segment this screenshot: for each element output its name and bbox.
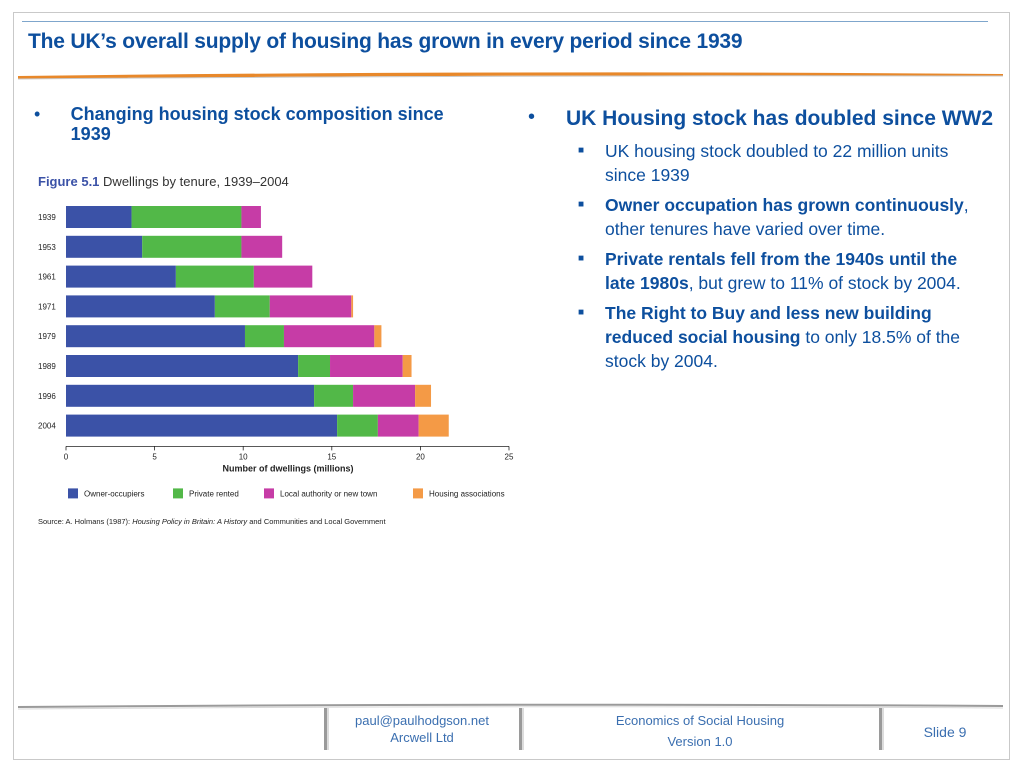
- bar-segment: [374, 325, 382, 348]
- bar-segment: [66, 325, 245, 348]
- square-bullet-icon: ■: [578, 307, 585, 318]
- x-tick-label: 5: [152, 452, 157, 461]
- left-bullet-text: Changing housing stock composition since…: [70, 104, 444, 144]
- bar-segment: [66, 235, 143, 258]
- legend-swatch: [68, 488, 78, 499]
- title-underline-swoosh: [18, 72, 1003, 80]
- legend-label: Private rented: [189, 489, 239, 498]
- footer-slide-number: Slide 9: [923, 724, 967, 740]
- sub-bullet: ■ The Right to Buy and less new building…: [528, 301, 998, 373]
- source-prefix: Source: A. Holmans (1987):: [38, 517, 132, 526]
- footer-version: Version 1.0: [667, 734, 733, 749]
- svg-text:Figure 5.1 Dwellings: Figure 5.1 Dwellings by tenure, 1939–200…: [38, 174, 289, 189]
- bar-segment: [241, 235, 283, 258]
- bar-segment: [175, 265, 254, 288]
- bar-segment: [402, 355, 412, 377]
- x-tick-label: 0: [64, 452, 69, 461]
- footer-separator: [519, 708, 522, 750]
- bar-segment: [66, 355, 299, 377]
- category-label: 1971: [38, 302, 56, 311]
- chart-source: Source: A. Holmans (1987): Housing Polic…: [38, 517, 386, 526]
- x-axis-label: Number of dwellings (millions): [222, 463, 353, 473]
- figure-label: Figure 5.1: [38, 174, 99, 189]
- bar-segment: [66, 414, 338, 437]
- bar-segment: [353, 384, 416, 407]
- sub-bullet: ■ Owner occupation has grown continuousl…: [528, 193, 998, 241]
- sub-bullet-text: Owner occupation has grown continuously,…: [605, 195, 969, 239]
- footer-course-title: Economics of Social Housing: [615, 713, 785, 728]
- bar-segment: [66, 384, 315, 407]
- square-bullet-icon: ■: [578, 199, 585, 210]
- dwellings-by-tenure-chart: Figure 5.1 Dwellings by tenure, 1939–200…: [38, 174, 514, 526]
- bar-segment: [337, 414, 378, 437]
- category-label: 1939: [38, 213, 56, 222]
- category-label: 1961: [38, 273, 56, 282]
- footer-swoosh: [18, 703, 1003, 710]
- bar-segment: [314, 384, 354, 407]
- bullet-dot: •: [528, 106, 536, 128]
- legend-swatch: [264, 488, 274, 499]
- right-bullet: • UK Housing stock has doubled since WW2: [528, 106, 998, 131]
- legend-swatch: [413, 488, 423, 499]
- right-heading: UK Housing stock has doubled since WW2: [566, 107, 994, 130]
- sub-bullet-list: ■ UK housing stock doubled to 22 million…: [528, 139, 998, 373]
- bar-segment: [283, 325, 375, 348]
- footer-contact: paul@paulhodgson.net Arcwell Ltd: [332, 712, 512, 746]
- square-bullet-icon: ■: [578, 145, 585, 156]
- footer-separator: [879, 708, 882, 750]
- footer-separator: [324, 708, 327, 750]
- x-tick-label: 10: [239, 452, 248, 461]
- slide-title: The UK’s overall supply of housing has g…: [28, 30, 743, 53]
- bar-segment: [418, 414, 449, 437]
- category-label: 1989: [38, 362, 56, 371]
- right-column: • UK Housing stock has doubled since WW2…: [528, 106, 998, 379]
- category-label: 1996: [38, 392, 56, 401]
- slide-frame: [13, 12, 1010, 760]
- legend-label: Owner-occupiers: [84, 489, 144, 498]
- bar-segment: [269, 295, 352, 318]
- square-bullet-icon: ■: [578, 253, 585, 264]
- chart-title: Dwellings by tenure, 1939–2004: [103, 174, 289, 189]
- bar-segment: [214, 295, 270, 318]
- sub-bullet-text: Private rentals fell from the 1940s unti…: [605, 249, 961, 293]
- sub-bullet: ■ Private rentals fell from the 1940s un…: [528, 247, 998, 295]
- top-rule: [22, 21, 988, 22]
- x-tick-label: 25: [505, 452, 514, 461]
- legend-label: Local authority or new town: [280, 489, 377, 498]
- bar-segment: [66, 206, 132, 228]
- bar-segment: [415, 384, 432, 407]
- bar-segment: [142, 235, 242, 258]
- sub-bullet-text: The Right to Buy and less new building r…: [605, 303, 961, 371]
- x-tick-label: 15: [327, 452, 336, 461]
- bar-segment: [66, 295, 215, 318]
- sub-bullet-text: UK housing stock doubled to 22 million u…: [605, 141, 949, 185]
- left-bullet: • Changing housing stock composition sin…: [34, 104, 454, 144]
- category-label: 2004: [38, 422, 56, 431]
- source-suffix: and Communities and Local Government: [249, 517, 386, 526]
- bar-segment: [253, 265, 313, 288]
- sub-bullet: ■ UK housing stock doubled to 22 million…: [528, 139, 998, 187]
- legend-label: Housing associations: [429, 489, 505, 498]
- bar-segment: [298, 355, 331, 377]
- category-label: 1979: [38, 332, 56, 341]
- bar-segment: [66, 265, 176, 288]
- x-tick-label: 20: [416, 452, 425, 461]
- bar-segment: [241, 206, 261, 228]
- footer-course: Economics of Social Housing Version 1.0: [530, 712, 870, 750]
- category-label: 1953: [38, 243, 56, 252]
- bar-segment: [244, 325, 284, 348]
- footer-email: paul@paulhodgson.net: [355, 713, 489, 728]
- legend-swatch: [173, 488, 183, 499]
- bar-segment: [131, 206, 242, 228]
- source-title: Housing Policy in Britain: A History: [132, 517, 248, 526]
- footer-company: Arcwell Ltd: [390, 730, 454, 745]
- bar-segment: [377, 414, 419, 437]
- bullet-dot: •: [34, 104, 41, 124]
- bar-segment: [330, 355, 403, 377]
- bar-segment: [351, 295, 354, 318]
